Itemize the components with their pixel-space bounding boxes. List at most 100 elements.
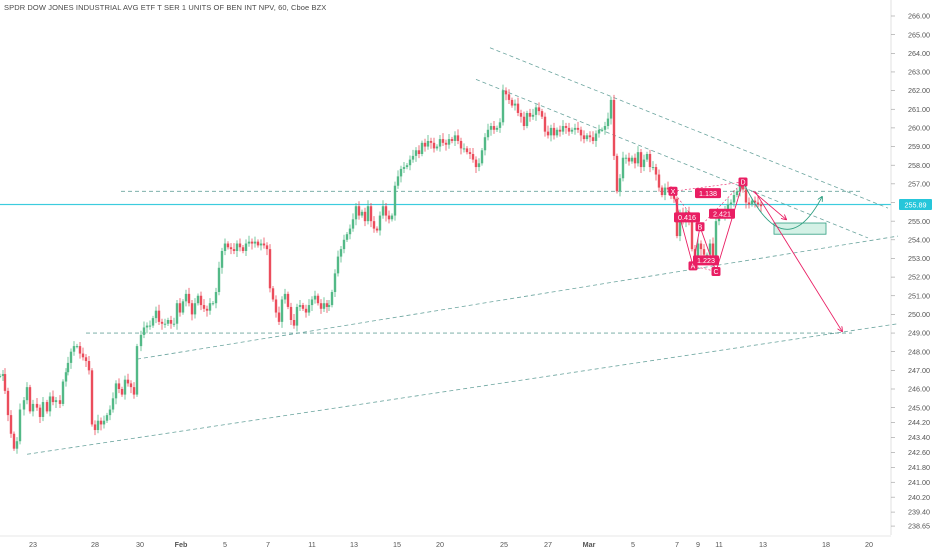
candle-body bbox=[501, 90, 505, 123]
candle-body bbox=[336, 256, 340, 274]
candle-body bbox=[642, 159, 646, 168]
candle-body bbox=[612, 99, 616, 156]
candle-body bbox=[178, 303, 182, 313]
candle-body bbox=[498, 122, 502, 128]
candle-body bbox=[307, 305, 311, 313]
candle-body bbox=[585, 135, 589, 140]
ratio-badge bbox=[709, 208, 735, 219]
price-tick-label: 264.00 bbox=[908, 49, 930, 58]
candle-body bbox=[597, 129, 601, 134]
candle-body bbox=[462, 148, 466, 150]
candle-body bbox=[160, 321, 164, 324]
candle-body bbox=[111, 398, 115, 410]
candle-body bbox=[426, 140, 430, 147]
candle-body bbox=[750, 200, 754, 205]
candle-body bbox=[250, 241, 254, 244]
candle-body bbox=[256, 241, 260, 246]
candle-body bbox=[414, 150, 418, 156]
candle-body bbox=[117, 383, 121, 389]
candle-body bbox=[387, 215, 391, 220]
candle-body bbox=[187, 293, 191, 304]
candle-body bbox=[525, 112, 529, 127]
candle-body bbox=[735, 191, 739, 196]
candle-body bbox=[232, 249, 236, 251]
candle-body bbox=[241, 247, 245, 251]
candle-body bbox=[636, 152, 640, 164]
time-tick-label: 13 bbox=[759, 540, 767, 549]
current-price-label: 255.89 bbox=[905, 200, 927, 209]
price-tick-label: 263.00 bbox=[908, 68, 930, 77]
candle-body bbox=[441, 139, 445, 143]
candle-body bbox=[627, 157, 631, 162]
candle-body bbox=[591, 137, 595, 141]
pattern-point-B bbox=[695, 222, 705, 232]
candle-body bbox=[90, 370, 94, 425]
candle-body bbox=[181, 301, 185, 313]
candle-body bbox=[399, 168, 403, 177]
candle-body bbox=[648, 154, 652, 168]
candle-body bbox=[96, 420, 100, 431]
candle-body bbox=[678, 213, 682, 237]
candle-body bbox=[6, 390, 10, 416]
candle-body bbox=[396, 176, 400, 186]
candle-body bbox=[286, 293, 290, 307]
candle-body bbox=[277, 312, 281, 322]
candle-body bbox=[546, 131, 550, 136]
price-tick-label: 260.00 bbox=[908, 124, 930, 133]
candle-body bbox=[61, 381, 65, 404]
candle-body bbox=[93, 424, 97, 431]
price-tick-label: 258.00 bbox=[908, 161, 930, 170]
candle-body bbox=[633, 157, 637, 164]
price-tick-label: 266.00 bbox=[908, 12, 930, 21]
candle-body bbox=[223, 243, 227, 251]
candle-body bbox=[696, 243, 700, 261]
candle-body bbox=[120, 389, 124, 395]
candle-body bbox=[444, 142, 448, 145]
candle-body bbox=[316, 295, 320, 304]
time-tick-label: 5 bbox=[631, 540, 635, 549]
candle-body bbox=[319, 303, 323, 309]
time-tick-label: 20 bbox=[436, 540, 444, 549]
candle-body bbox=[166, 319, 170, 324]
price-tick-label: 251.00 bbox=[908, 291, 930, 300]
price-tick-label: 240.20 bbox=[908, 493, 930, 502]
candle-body bbox=[609, 99, 613, 119]
candle-body bbox=[274, 299, 278, 313]
price-tick-label: 241.00 bbox=[908, 478, 930, 487]
candle-body bbox=[135, 346, 139, 395]
candle-body bbox=[384, 206, 388, 216]
candle-body bbox=[603, 126, 607, 130]
candle-body bbox=[468, 152, 472, 155]
candle-body bbox=[486, 129, 490, 138]
candle-body bbox=[295, 306, 299, 326]
candle-body bbox=[549, 127, 553, 136]
pattern-label-D: D bbox=[740, 180, 745, 187]
ratio-badge bbox=[693, 255, 719, 266]
candle-body bbox=[576, 127, 580, 130]
candle-body bbox=[657, 174, 661, 188]
candle-body bbox=[480, 150, 484, 164]
candle-body bbox=[322, 303, 326, 309]
time-tick-label: 25 bbox=[500, 540, 508, 549]
price-tick-label: 255.00 bbox=[908, 217, 930, 226]
candle-body bbox=[154, 310, 158, 319]
candle-body bbox=[582, 135, 586, 140]
candle-body bbox=[741, 185, 745, 190]
candle-body bbox=[15, 441, 19, 449]
time-tick-label: 7 bbox=[675, 540, 679, 549]
candle-body bbox=[12, 433, 16, 449]
candle-body bbox=[747, 202, 751, 205]
candle-body bbox=[744, 189, 748, 203]
candle-body bbox=[304, 308, 308, 313]
candle-body bbox=[214, 292, 218, 304]
candle-body bbox=[759, 204, 763, 207]
candle-body bbox=[348, 228, 352, 235]
candle-body bbox=[145, 325, 149, 328]
current-price-badge bbox=[899, 199, 932, 211]
candle-body bbox=[432, 142, 436, 149]
candle-body bbox=[268, 249, 272, 289]
candle-body bbox=[510, 99, 514, 106]
time-tick-label: 20 bbox=[865, 540, 873, 549]
candle-body bbox=[492, 126, 496, 130]
